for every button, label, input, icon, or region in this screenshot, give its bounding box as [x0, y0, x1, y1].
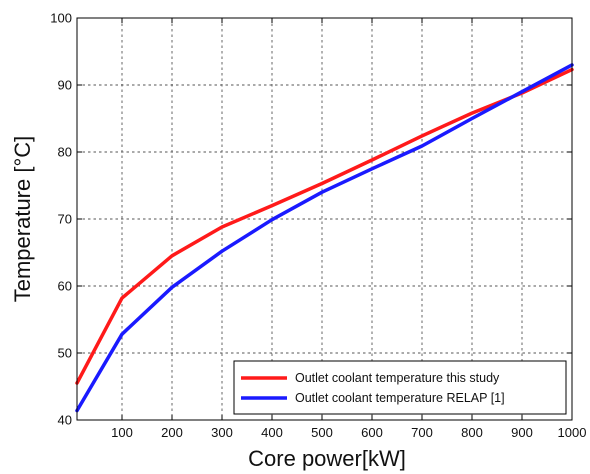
- series-line-relap: [75, 63, 574, 413]
- y-axis-ticks: 40 50 60 70 80 90 100: [50, 11, 572, 428]
- x-tick-label: 1000: [558, 425, 587, 440]
- x-axis-title: Core power[kW]: [248, 446, 406, 471]
- series-layer: [75, 63, 574, 413]
- x-tick-label: 300: [211, 425, 233, 440]
- legend-label-this-study: Outlet coolant temperature this study: [295, 371, 500, 385]
- y-tick-label: 70: [58, 212, 72, 227]
- x-tick-label: 100: [111, 425, 133, 440]
- x-tick-label: 800: [461, 425, 483, 440]
- y-axis-title: Temperature [°C]: [10, 136, 35, 303]
- legend-box: [233, 360, 567, 415]
- x-tick-label: 900: [511, 425, 533, 440]
- x-tick-label: 700: [411, 425, 433, 440]
- y-tick-label: 60: [58, 279, 72, 294]
- y-tick-label: 80: [58, 145, 72, 160]
- y-tick-label: 100: [50, 11, 72, 26]
- x-tick-label: 600: [361, 425, 383, 440]
- x-axis-ticks: 100 200 300 400 500 600 700 800 900 1000: [111, 18, 586, 440]
- x-tick-label: 200: [161, 425, 183, 440]
- y-tick-label: 40: [58, 413, 72, 428]
- y-tick-label: 50: [58, 346, 72, 361]
- x-tick-label: 500: [311, 425, 333, 440]
- y-tick-label: 90: [58, 78, 72, 93]
- grid: [77, 18, 572, 420]
- legend: Outlet coolant temperature this study Ou…: [233, 360, 567, 415]
- legend-label-relap: Outlet coolant temperature RELAP [1]: [295, 391, 505, 405]
- x-tick-label: 400: [261, 425, 283, 440]
- series-line-this-study: [75, 67, 574, 385]
